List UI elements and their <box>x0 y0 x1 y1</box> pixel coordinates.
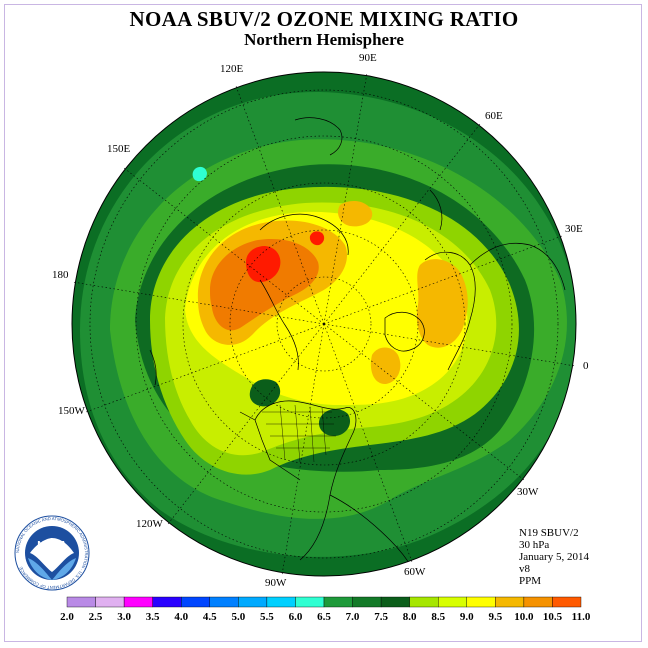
lon-label-180: 180 <box>52 269 69 281</box>
colorbar-tick-label: 6.5 <box>317 611 331 623</box>
colorbar-tick-label: 6.0 <box>289 611 303 623</box>
graticule <box>72 72 576 576</box>
lon-label-120w: 120W <box>136 518 164 530</box>
colorbar-swatch <box>495 596 525 608</box>
colorbar-tick-label: 10.5 <box>543 611 563 623</box>
colorbar-swatch <box>295 596 325 608</box>
colorbar-tick-label: 5.5 <box>260 611 274 623</box>
colorbar-swatch <box>209 596 239 608</box>
colorbar-swatch <box>380 596 410 608</box>
colorbar-tick-label: 3.0 <box>117 611 131 623</box>
noaa-logo: NOAA NATIONAL OCEANIC AND ATMOSPHERIC AD… <box>14 515 90 591</box>
colorbar-swatch <box>266 596 296 608</box>
colorbar-tick-label: 8.5 <box>431 611 445 623</box>
version-label: v8 <box>519 563 530 575</box>
units-label: PPM <box>519 575 542 587</box>
colorbar-swatch <box>95 596 125 608</box>
ozone-field <box>72 72 576 576</box>
colorbar-tick-label: 4.0 <box>174 611 188 623</box>
logo-text: NOAA <box>37 540 66 551</box>
colorbar-tick-label: 8.0 <box>403 611 417 623</box>
pressure-level: 30 hPa <box>519 539 550 551</box>
map-title: NOAA SBUV/2 OZONE MIXING RATIO <box>129 7 519 31</box>
colorbar-tick-label: 3.5 <box>146 611 160 623</box>
state-borders <box>262 404 336 463</box>
map-subtitle: Northern Hemisphere <box>244 30 404 49</box>
lon-label-30w: 30W <box>517 486 539 498</box>
colorbar-swatch <box>238 596 268 608</box>
colorbar-swatch <box>409 596 439 608</box>
figure-frame <box>4 4 642 642</box>
colorbar-swatch <box>323 596 353 608</box>
lon-label-150w: 150W <box>58 405 86 417</box>
colorbar-swatch <box>438 596 467 608</box>
colorbar-swatch <box>66 596 96 608</box>
colorbar-tick-label: 5.0 <box>231 611 245 623</box>
colorbar-tick-label: 9.5 <box>488 611 502 623</box>
lon-label-60e: 60E <box>485 110 503 122</box>
colorbar-swatch <box>466 596 496 608</box>
metadata-block: N19 SBUV/2 30 hPa January 5, 2014 v8 PPM <box>519 527 589 587</box>
colorbar-tick-label: 4.5 <box>203 611 217 623</box>
colorbar-tick-label: 11.0 <box>572 611 591 623</box>
map-boundary <box>71 71 577 577</box>
colorbar-tick-label: 7.0 <box>346 611 360 623</box>
colorbar-swatch <box>152 596 182 608</box>
colorbar-tick-label: 2.5 <box>89 611 103 623</box>
lon-label-60w: 60W <box>404 566 426 578</box>
lon-label-0: 0 <box>583 360 589 372</box>
lon-label-90w: 90W <box>265 577 287 589</box>
colorbar-swatch <box>181 596 210 608</box>
colorbar-tick-label: 7.5 <box>374 611 388 623</box>
colorbar-swatch <box>552 596 582 608</box>
satellite-label: N19 SBUV/2 <box>519 527 579 539</box>
lon-label-90e: 90E <box>359 52 377 64</box>
colorbar-swatch <box>523 596 553 608</box>
colorbar-tick-label: 10.0 <box>514 611 534 623</box>
date-label: January 5, 2014 <box>519 551 589 563</box>
colorbar-tick-label: 2.0 <box>60 611 74 623</box>
colorbar-swatch <box>123 596 153 608</box>
colorbar: 2.0 2.5 3.0 3.5 4.0 4.5 5.0 5.5 6.0 6.5 7.0 7.5 8.0 8… <box>60 596 591 623</box>
lon-label-120e: 120E <box>220 63 244 75</box>
colorbar-swatch <box>352 596 382 608</box>
lon-label-150e: 150E <box>107 143 131 155</box>
lon-label-30e: 30E <box>565 223 583 235</box>
colorbar-tick-label: 9.0 <box>460 611 474 623</box>
